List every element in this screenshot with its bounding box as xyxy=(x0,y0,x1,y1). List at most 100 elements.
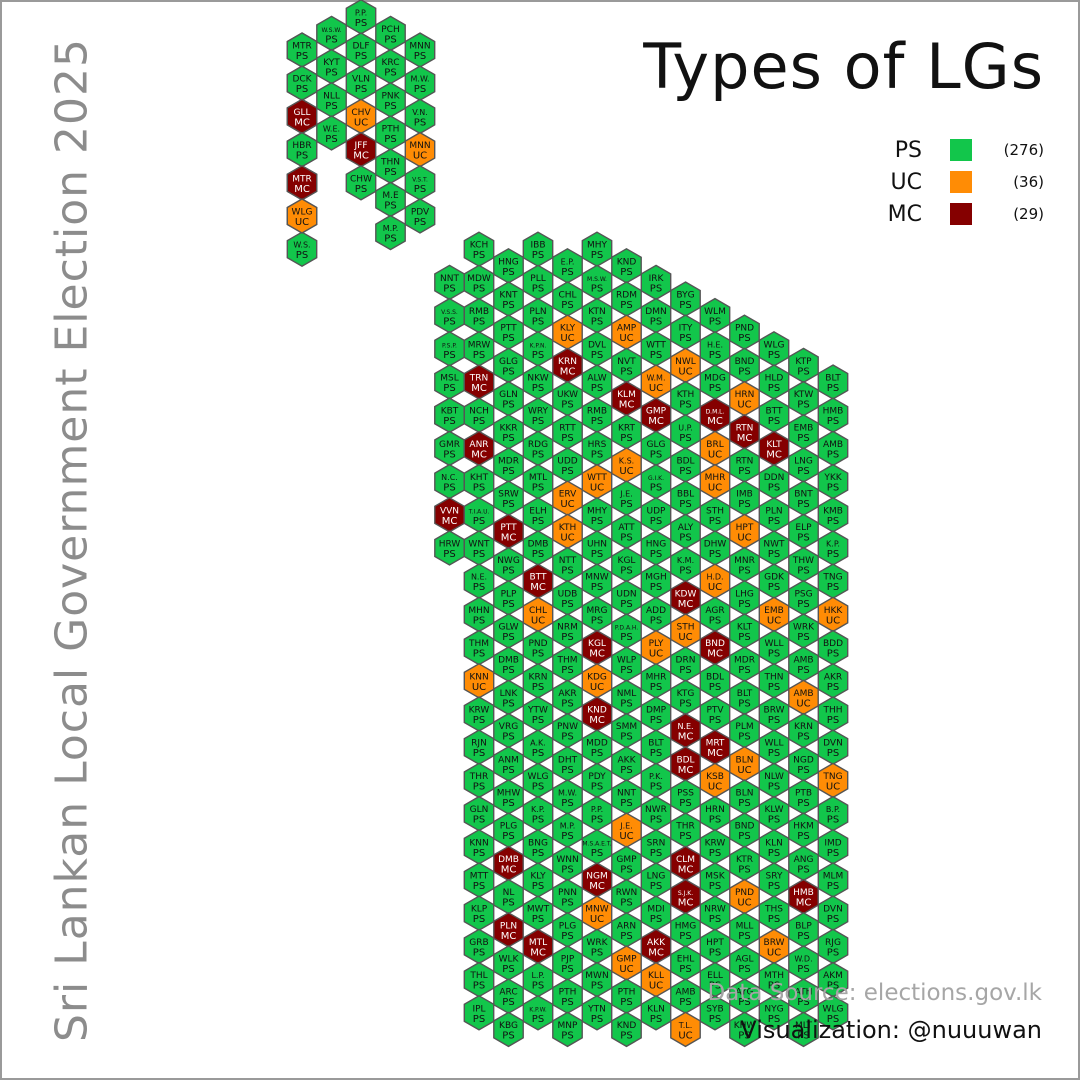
lg-type-label: MC xyxy=(501,931,517,942)
lg-type-label: PS xyxy=(443,449,455,460)
lg-type-label: PS xyxy=(561,665,573,676)
lg-code-label: M.W. xyxy=(558,789,577,798)
lg-type-label: MC xyxy=(766,449,782,460)
lg-type-label: PS xyxy=(473,848,485,859)
lg-type-label: PS xyxy=(414,51,426,62)
lg-code-label: RJN xyxy=(471,739,487,749)
lg-type-label: PS xyxy=(827,416,839,427)
lg-code-label: MHR xyxy=(705,473,726,483)
lg-code-label: PTH xyxy=(618,988,636,998)
lg-code-label: HNG xyxy=(646,540,667,550)
lg-code-label: THS xyxy=(764,905,783,915)
lg-type-label: PS xyxy=(679,499,691,510)
lg-code-label: VRG xyxy=(499,722,518,732)
lg-code-label: PTH xyxy=(559,988,577,998)
lg-code-label: NRM xyxy=(557,623,578,633)
lg-type-label: PS xyxy=(768,582,780,593)
lg-type-label: PS xyxy=(679,433,691,444)
lg-type-label: PS xyxy=(325,68,337,79)
lg-type-label: PS xyxy=(827,981,839,992)
lg-code-label: LNG xyxy=(794,457,813,467)
lg-type-label: PS xyxy=(296,51,308,62)
lg-type-label: PS xyxy=(679,997,691,1008)
lg-type-label: UC xyxy=(354,117,368,128)
lg-type-label: PS xyxy=(502,997,514,1008)
lg-type-label: PS xyxy=(591,615,603,626)
lg-code-label: WTT xyxy=(646,340,666,350)
lg-code-label: IRK xyxy=(649,274,665,284)
lg-code-label: DHW xyxy=(704,540,727,550)
lg-hex: W.M.UC xyxy=(640,364,672,400)
lg-code-label: STH xyxy=(677,623,695,633)
lg-type-label: PS xyxy=(738,732,750,743)
lg-type-label: PS xyxy=(473,715,485,726)
lg-code-label: DHT xyxy=(558,755,578,765)
lg-code-label: KLL xyxy=(648,971,664,981)
lg-type-label: PS xyxy=(561,267,573,278)
lg-type-label: PS xyxy=(709,848,721,859)
lg-code-label: GLG xyxy=(647,440,666,450)
lg-type-label: UC xyxy=(531,615,545,626)
lg-code-label: WTT xyxy=(587,473,607,483)
lg-code-label: UDD xyxy=(557,457,578,467)
lg-type-label: PS xyxy=(768,715,780,726)
lg-hex: N.E.MC xyxy=(670,712,701,749)
lg-type-label: MC xyxy=(442,516,458,527)
lg-code-label: N.E. xyxy=(471,573,487,582)
lg-type-label: PS xyxy=(827,649,839,660)
lg-type-label: PS xyxy=(709,682,721,693)
lg-type-label: PS xyxy=(738,964,750,975)
lg-type-label: PS xyxy=(620,765,632,776)
lg-type-label: PS xyxy=(532,1014,544,1025)
legend-row-uc: UC (36) xyxy=(874,166,1044,198)
lg-code-label: AYG xyxy=(736,988,754,998)
lg-type-label: PS xyxy=(797,1030,809,1041)
lg-type-label: PS xyxy=(620,566,632,577)
lg-type-label: PS xyxy=(473,516,485,527)
lg-code-label: KTP xyxy=(795,357,812,367)
lg-code-label: BLN xyxy=(736,755,754,765)
lg-type-label: PS xyxy=(650,317,662,328)
lg-hex: N.E.PS xyxy=(463,563,495,600)
lg-code-label: ANM xyxy=(498,755,519,765)
lg-code-label: RTN xyxy=(736,457,754,467)
lg-code-label: KLM xyxy=(617,390,636,400)
lg-code-label: PSG xyxy=(794,589,812,599)
lg-code-label: SRW xyxy=(498,490,519,500)
lg-type-label: UC xyxy=(619,466,633,477)
